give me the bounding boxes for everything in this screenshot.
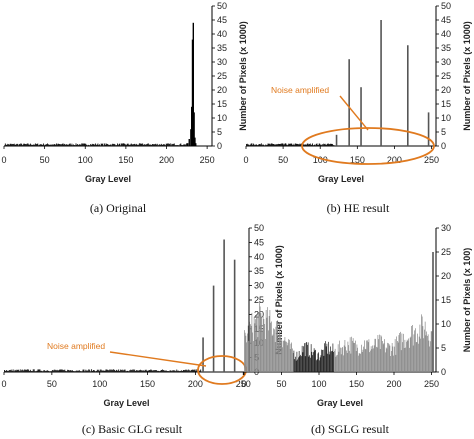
y-tick-label: 0 [441, 367, 446, 377]
x-axis-title: Gray Level [317, 398, 363, 408]
y-axis-title: Number of Pixels (x 1000) [238, 21, 248, 131]
x-tick-label: 50 [40, 155, 50, 165]
y-tick-label: 35 [441, 43, 451, 53]
noise-annotation-label: Noise amplified [47, 341, 105, 351]
annotation-leader-line [109, 351, 207, 367]
x-tick-label: 0 [241, 379, 246, 389]
y-tick-label: 50 [217, 1, 227, 11]
x-axis-title: Gray Level [103, 398, 149, 408]
x-tick-label: 50 [278, 155, 288, 165]
noise-annotation-label: Noise amplified [271, 85, 329, 95]
y-tick-label: 30 [254, 281, 264, 291]
y-tick-label: 30 [441, 57, 451, 67]
x-tick-label: 250 [424, 379, 439, 389]
x-tick-label: 200 [188, 379, 203, 389]
x-tick-label: 250 [424, 155, 439, 165]
y-tick-label: 45 [254, 237, 264, 247]
x-tick-label: 100 [92, 379, 107, 389]
y-tick-label: 5 [217, 127, 222, 137]
x-tick-label: 100 [78, 155, 93, 165]
x-tick-label: 50 [276, 379, 286, 389]
y-tick-label: 10 [217, 113, 227, 123]
x-tick-label: 250 [200, 155, 215, 165]
y-tick-label: 10 [254, 338, 264, 348]
noise-highlight-ellipse [197, 355, 247, 385]
panel-caption: (b) HE result [327, 201, 390, 215]
panel-original: 0 5 10 15 20 25 30 35 40 45 50 0 50 100 150 200 250 Gray … [1, 1, 248, 215]
y-tick-label: 25 [254, 295, 264, 305]
y-tick-label: 50 [254, 223, 264, 233]
x-tick-label: 100 [313, 155, 328, 165]
y-tick-label: 30 [441, 223, 451, 233]
y-tick-label: 5 [441, 343, 446, 353]
x-tick-label: 100 [311, 379, 326, 389]
y-tick-label: 20 [254, 309, 264, 319]
y-tick-label: 10 [441, 113, 451, 123]
x-tick-label: 0 [243, 155, 248, 165]
y-axis-title: Number of Pixels (x 1000) [462, 21, 472, 131]
y-tick-label: 25 [441, 71, 451, 81]
y-tick-label: 15 [217, 99, 227, 109]
y-tick-label: 35 [217, 43, 227, 53]
x-axis-title: Gray Level [318, 174, 364, 184]
y-tick-label: 40 [441, 29, 451, 39]
x-tick-label: 200 [386, 379, 401, 389]
y-tick-label: 15 [441, 99, 451, 109]
x-tick-label: 150 [140, 379, 155, 389]
x-tick-label: 200 [387, 155, 402, 165]
y-tick-label: 50 [441, 1, 451, 11]
x-tick-label: 150 [350, 155, 365, 165]
x-tick-label: 0 [1, 155, 6, 165]
y-tick-label: 20 [441, 85, 451, 95]
panel-he-result: 0 5 10 15 20 25 30 35 40 45 50 0 50 100 150 200 250 Gray … [243, 1, 472, 215]
y-tick-label: 40 [217, 29, 227, 39]
panel-caption: (c) Basic GLG result [82, 422, 183, 436]
noise-highlight-ellipse [301, 127, 435, 165]
y-tick-label: 20 [217, 85, 227, 95]
x-tick-label: 50 [47, 379, 57, 389]
y-tick-label: 45 [441, 15, 451, 25]
x-axis-title: Gray Level [85, 174, 131, 184]
y-tick-label: 20 [441, 271, 451, 281]
x-tick-label: 150 [118, 155, 133, 165]
y-tick-label: 35 [254, 266, 264, 276]
x-tick-label: 250 [236, 379, 251, 389]
panel-sglg-result: 0 5 10 15 20 25 30 0 50 100 150 200 250 Gray Level Num… [241, 223, 472, 436]
panel-basic-glg-result: 05101520253035404550050100150200250Gray … [1, 223, 284, 436]
panel-caption: (a) Original [90, 201, 147, 215]
y-tick-label: 10 [441, 319, 451, 329]
y-tick-label: 0 [217, 141, 222, 151]
y-tick-label: 40 [254, 252, 264, 262]
y-tick-label: 15 [441, 295, 451, 305]
x-tick-label: 150 [349, 379, 364, 389]
x-tick-label: 200 [159, 155, 174, 165]
y-tick-label: 30 [217, 57, 227, 67]
y-tick-label: 25 [441, 247, 451, 257]
y-axis-title: Number of Pixels (x 1000) [274, 245, 284, 355]
y-axis-title: Number of Pixels (x 100) [462, 248, 472, 353]
y-tick-label: 15 [254, 324, 264, 334]
panel-caption: (d) SGLG result [311, 422, 390, 436]
x-tick-label: 0 [1, 379, 6, 389]
y-tick-label: 25 [217, 71, 227, 81]
y-tick-label: 45 [217, 15, 227, 25]
y-tick-label: 5 [441, 127, 446, 137]
annotation-leader-line [339, 95, 369, 131]
y-tick-label: 0 [441, 141, 446, 151]
